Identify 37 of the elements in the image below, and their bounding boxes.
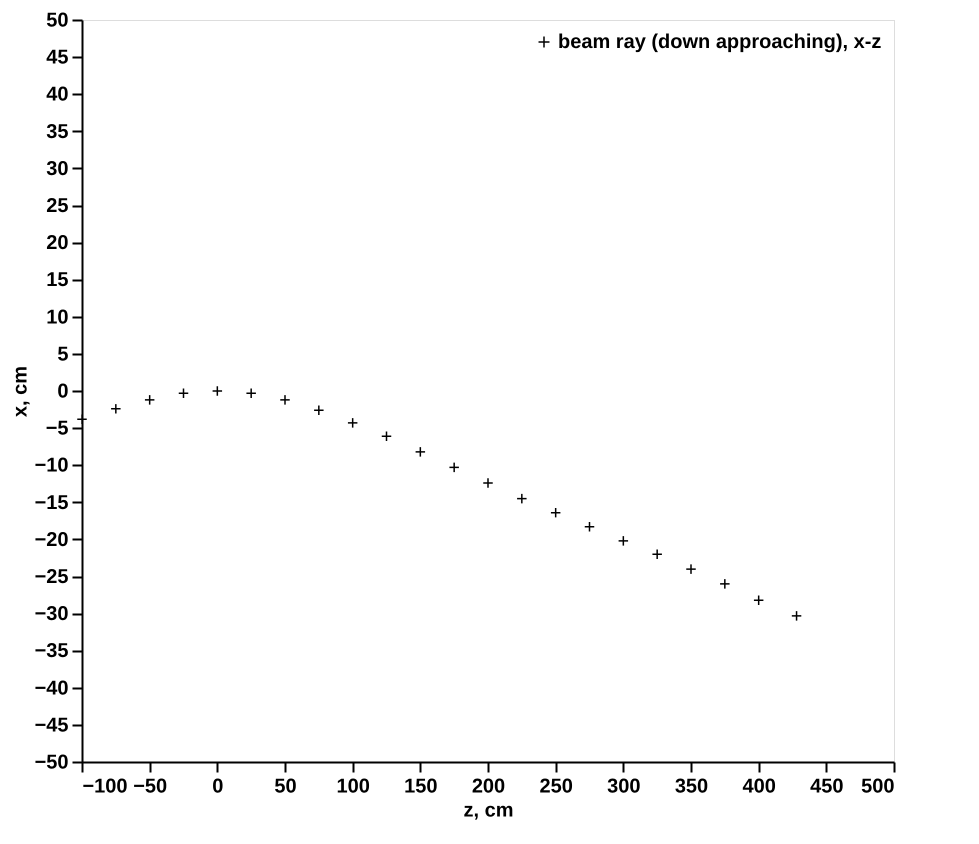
y-tick-label: 35 — [46, 120, 68, 143]
x-tick-label: 400 — [742, 776, 776, 798]
y-tick-label: −10 — [34, 454, 68, 477]
y-axis-title: x, cm — [10, 366, 32, 418]
y-tick-label: 0 — [57, 380, 68, 402]
x-tick-label: 0 — [212, 776, 224, 798]
y-tick-label: −35 — [34, 640, 68, 662]
y-tick-label: −30 — [34, 603, 68, 626]
y-tick-label: 20 — [46, 232, 68, 254]
y-tick-label: 50 — [46, 10, 68, 32]
y-tick-label: −40 — [34, 677, 68, 700]
y-tick-label: 30 — [46, 158, 68, 180]
x-tick-label: 100 — [336, 776, 370, 798]
x-tick-label: 450 — [810, 776, 844, 798]
x-tick-label: −50 — [133, 776, 168, 798]
x-tick-label: −100 — [82, 776, 128, 798]
y-tick-label: 25 — [46, 195, 68, 217]
y-tick-label: 40 — [46, 84, 68, 106]
x-tick-label: 150 — [404, 776, 438, 798]
y-tick-label: −5 — [46, 418, 68, 440]
y-tick-label: −25 — [34, 566, 68, 588]
y-tick-label: −50 — [34, 752, 68, 774]
y-tick-label: −20 — [34, 528, 68, 551]
x-tick-label: 350 — [674, 776, 708, 798]
x-tick-label: 250 — [539, 776, 573, 798]
y-tick-label: 10 — [46, 306, 68, 328]
x-tick-label: 500 — [861, 776, 894, 798]
x-axis-title: z, cm — [463, 800, 514, 822]
x-tick-label: 50 — [274, 776, 297, 798]
y-tick-label: 5 — [57, 343, 68, 366]
y-tick-label: 45 — [46, 46, 68, 69]
y-tick-label: −15 — [34, 492, 68, 514]
y-tick-label: −45 — [34, 714, 68, 736]
legend-label: beam ray (down approaching), x-z — [558, 31, 882, 53]
x-tick-label: 200 — [472, 776, 506, 798]
y-tick-label: 15 — [46, 269, 68, 292]
x-tick-label: 300 — [607, 776, 641, 798]
